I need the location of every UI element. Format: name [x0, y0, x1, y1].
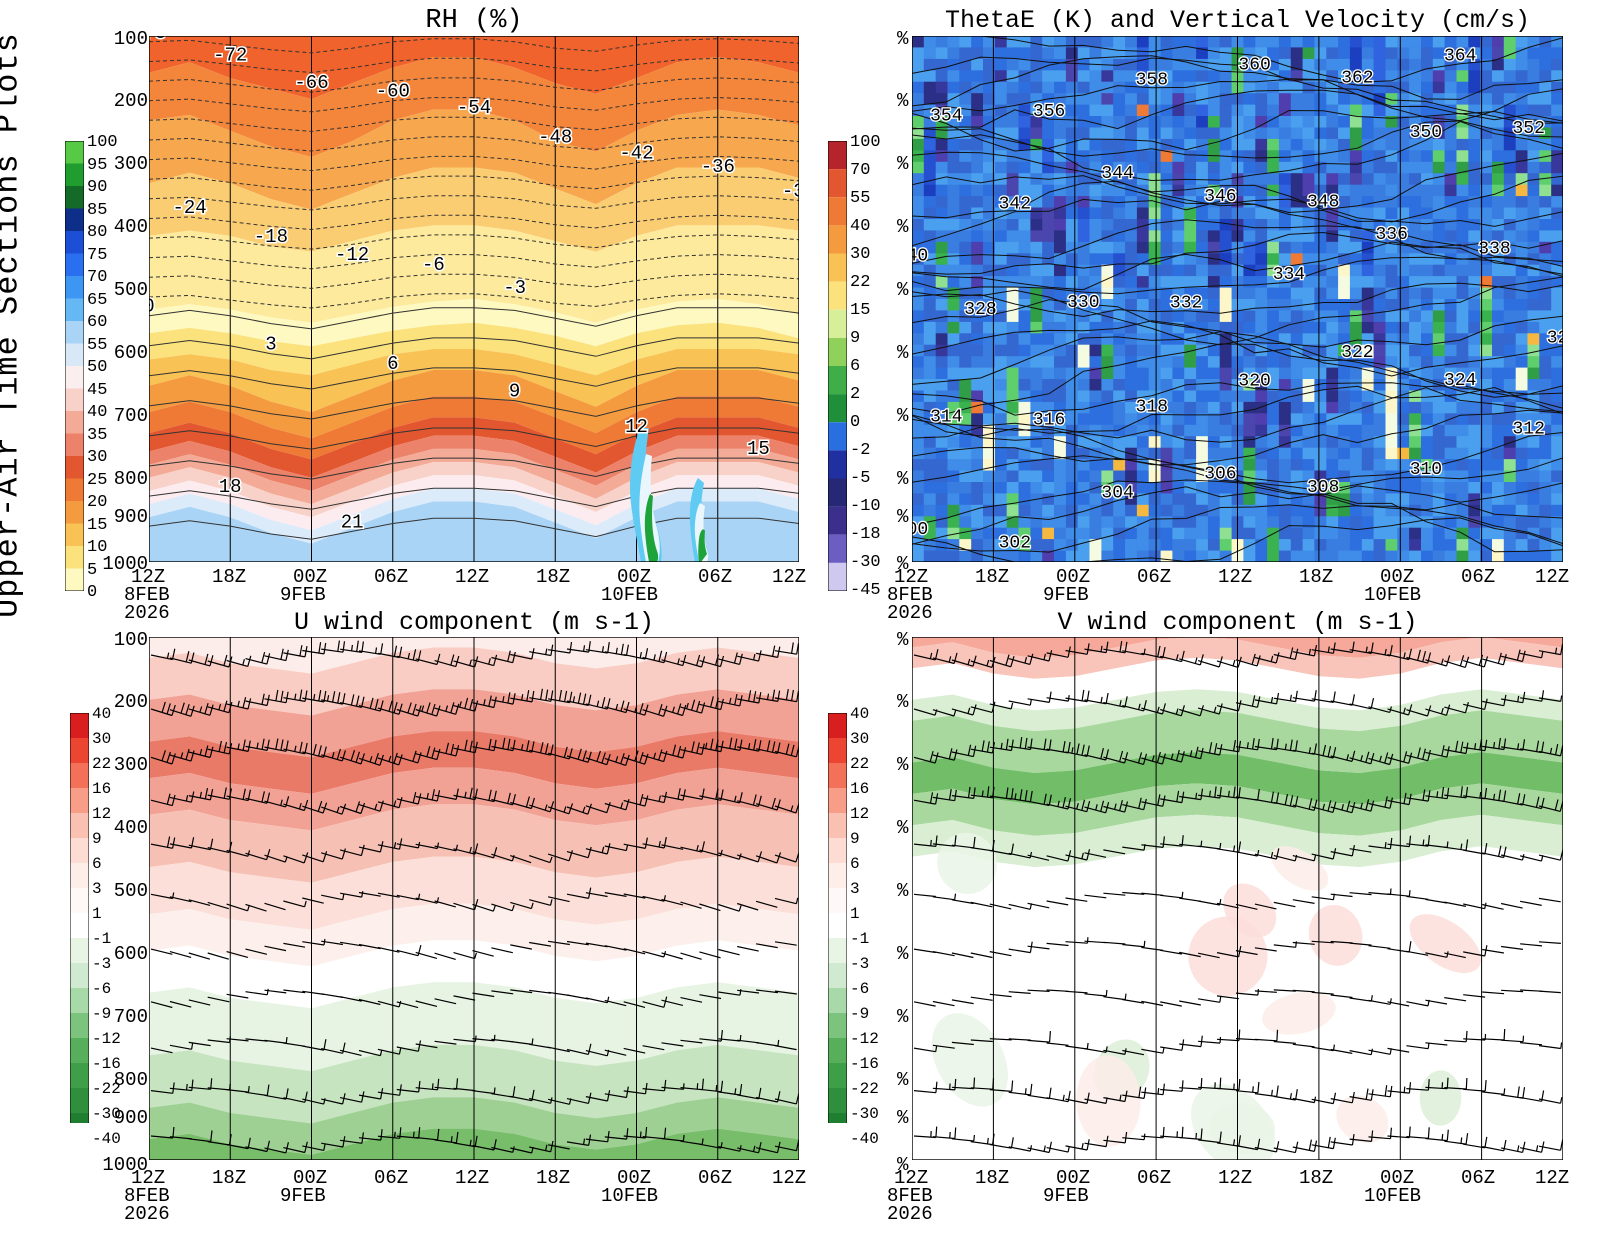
- svg-text:332: 332: [1170, 294, 1202, 314]
- svg-text:362: 362: [1341, 68, 1373, 88]
- svg-text:306: 306: [1204, 465, 1236, 485]
- svg-text:328: 328: [964, 300, 996, 320]
- svg-text:304: 304: [1101, 484, 1133, 504]
- svg-text:350: 350: [1410, 123, 1442, 143]
- svg-text:364: 364: [1444, 47, 1476, 67]
- svg-text:308: 308: [1307, 478, 1339, 498]
- svg-text:322: 322: [1341, 343, 1373, 363]
- svg-text:-54: -54: [457, 97, 491, 119]
- svg-text:344: 344: [1101, 164, 1133, 184]
- svg-text:3: 3: [265, 334, 276, 356]
- svg-text:324: 324: [1444, 371, 1476, 391]
- svg-text:-78: -78: [149, 36, 166, 44]
- svg-text:320: 320: [1238, 372, 1270, 392]
- svg-text:342: 342: [999, 195, 1031, 215]
- svg-text:334: 334: [1273, 265, 1305, 285]
- svg-text:21: 21: [341, 511, 364, 533]
- svg-text:360: 360: [1238, 56, 1270, 76]
- svg-text:-66: -66: [294, 72, 328, 94]
- svg-text:310: 310: [1410, 460, 1442, 480]
- svg-text:-6: -6: [422, 254, 445, 276]
- svg-text:356: 356: [1033, 102, 1065, 122]
- svg-text:12: 12: [625, 416, 648, 438]
- svg-text:352: 352: [1512, 119, 1544, 139]
- svg-text:358: 358: [1136, 71, 1168, 91]
- svg-text:348: 348: [1307, 193, 1339, 213]
- svg-text:9: 9: [509, 381, 520, 403]
- svg-text:-12: -12: [335, 244, 369, 266]
- svg-text:-72: -72: [213, 45, 247, 67]
- svg-text:6: 6: [387, 353, 398, 375]
- svg-text:338: 338: [1478, 239, 1510, 259]
- svg-text:18: 18: [219, 476, 242, 498]
- svg-text:312: 312: [1512, 419, 1544, 439]
- svg-text:-18: -18: [254, 226, 288, 248]
- svg-text:354: 354: [930, 107, 962, 127]
- svg-text:0: 0: [149, 296, 155, 318]
- svg-text:318: 318: [1136, 398, 1168, 418]
- svg-text:346: 346: [1204, 187, 1236, 207]
- svg-text:316: 316: [1033, 410, 1065, 430]
- svg-text:-42: -42: [619, 143, 653, 165]
- svg-text:302: 302: [999, 534, 1031, 554]
- svg-text:-36: -36: [701, 156, 735, 178]
- svg-text:340: 340: [912, 246, 928, 266]
- svg-text:336: 336: [1375, 225, 1407, 245]
- svg-text:314: 314: [930, 408, 962, 428]
- svg-text:300: 300: [912, 520, 928, 540]
- svg-text:326: 326: [1547, 329, 1563, 349]
- svg-text:330: 330: [1067, 293, 1099, 313]
- svg-text:-60: -60: [376, 81, 410, 103]
- svg-text:-24: -24: [172, 197, 206, 219]
- svg-text:-3: -3: [503, 277, 526, 299]
- svg-text:-30: -30: [782, 180, 799, 202]
- svg-text:-48: -48: [538, 126, 572, 148]
- svg-text:15: 15: [747, 438, 770, 460]
